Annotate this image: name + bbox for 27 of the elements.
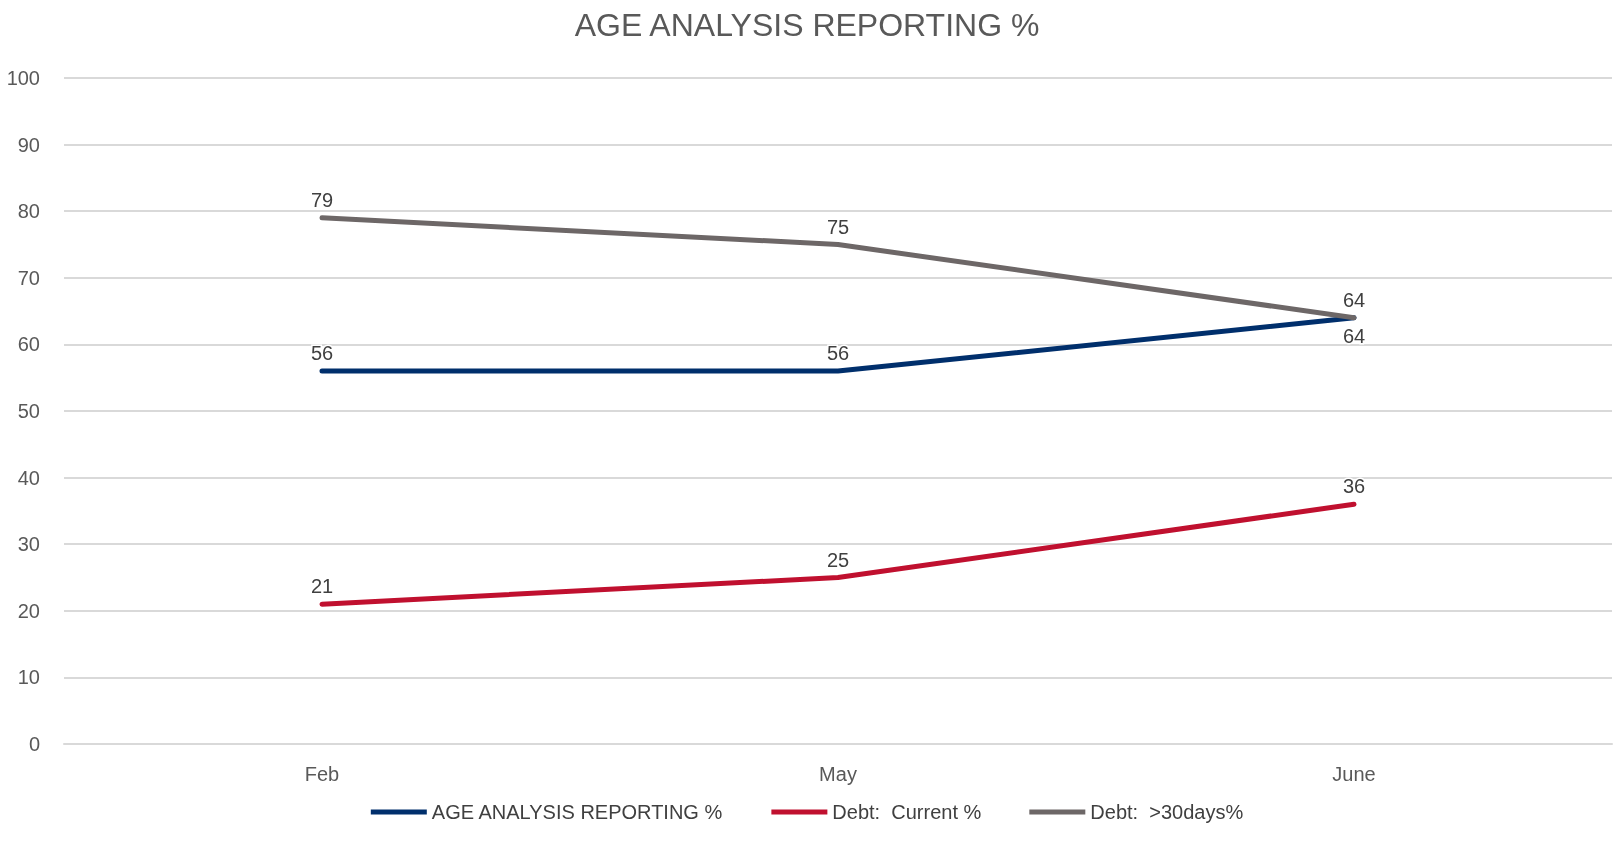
data-label: 21 [310,575,334,598]
y-tick-label: 40 [17,466,40,489]
y-tick-label: 90 [17,133,40,156]
x-tick-label: Feb [304,763,340,785]
legend-label: Debt: >30days% [1090,801,1244,823]
x-tick-label: June [1332,763,1376,785]
data-label: 75 [826,215,850,238]
y-tick-label: 20 [17,599,40,622]
data-label: 56 [310,342,334,365]
data-label: 64 [1342,324,1366,347]
data-label: 36 [1342,475,1366,498]
data-label: 64 [1342,288,1366,311]
y-tick-label: 10 [17,666,40,689]
chart-title: AGE ANALYSIS REPORTING % [574,7,1040,43]
y-tick-label: 70 [17,266,40,289]
y-tick-label: 50 [17,400,40,422]
y-tick-label: 0 [28,733,40,755]
y-tick-label: 30 [17,533,40,556]
data-label: 56 [826,342,850,365]
legend-label: Debt: Current % [832,801,982,823]
data-label: 79 [310,188,334,211]
data-label: 25 [826,548,850,571]
y-tick-label: 100 [6,67,40,89]
y-tick-label: 80 [17,200,40,223]
x-tick-label: May [819,763,857,785]
y-tick-label: 60 [17,333,40,356]
legend-label: AGE ANALYSIS REPORTING % [431,801,723,823]
